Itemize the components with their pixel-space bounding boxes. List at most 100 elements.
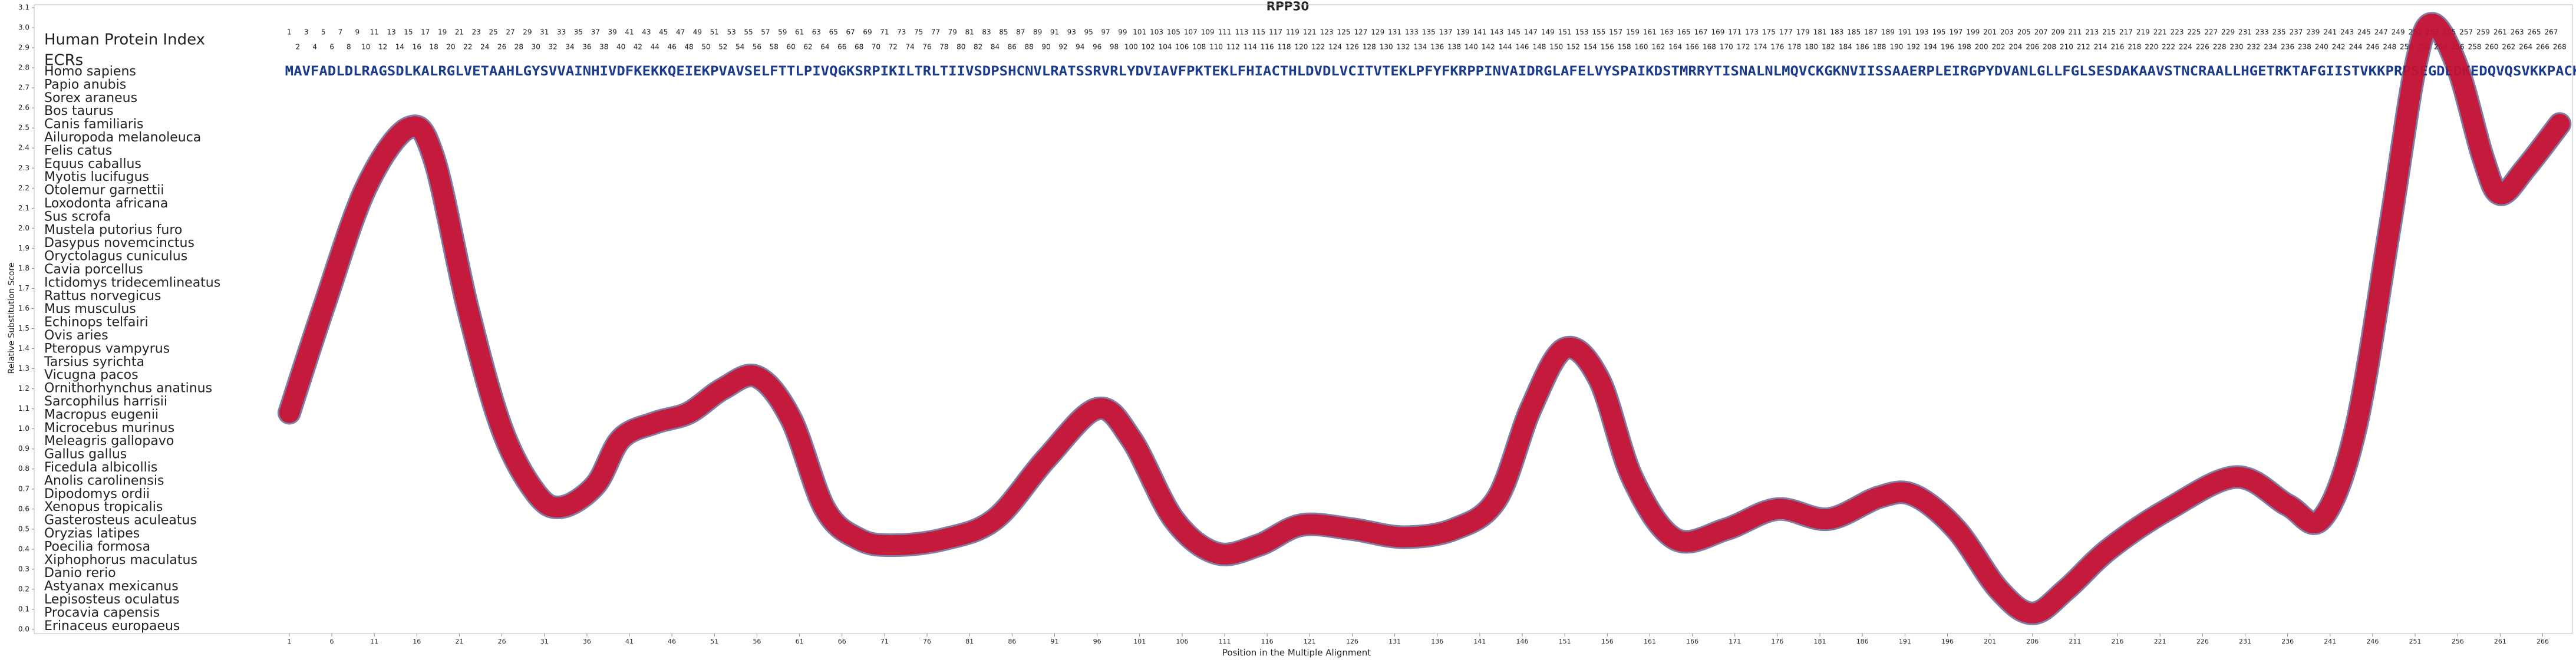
- position-index: 225: [2187, 28, 2201, 37]
- position-index: 87: [1016, 28, 1025, 37]
- x-tick-label: 236: [2281, 638, 2294, 645]
- x-tick-label: 101: [1133, 638, 1146, 645]
- position-index: 58: [770, 43, 779, 51]
- position-index: 266: [2536, 43, 2549, 51]
- row-header: Human Protein Index: [44, 31, 205, 49]
- position-index: 65: [829, 28, 838, 37]
- species-name: Bos taurus: [44, 104, 114, 118]
- position-index: 152: [1566, 43, 1580, 51]
- position-index: 148: [1532, 43, 1546, 51]
- position-index: 122: [1311, 43, 1325, 51]
- position-index: 238: [2298, 43, 2311, 51]
- position-index: 86: [1008, 43, 1017, 51]
- x-tick-label: 61: [796, 638, 804, 645]
- position-index: 230: [2230, 43, 2244, 51]
- position-index: 42: [634, 43, 642, 51]
- position-index: 109: [1201, 28, 1215, 37]
- position-index: 51: [710, 28, 719, 37]
- position-index: 145: [1507, 28, 1520, 37]
- position-index: 146: [1516, 43, 1529, 51]
- position-index: 160: [1635, 43, 1648, 51]
- position-index: 20: [446, 43, 455, 51]
- position-index: 181: [1813, 28, 1827, 37]
- x-tick-label: 21: [455, 638, 463, 645]
- position-index: 258: [2468, 43, 2482, 51]
- position-index: 113: [1235, 28, 1248, 37]
- position-index: 31: [540, 28, 549, 37]
- position-index: 82: [974, 43, 982, 51]
- position-index: 232: [2247, 43, 2260, 51]
- position-index: 206: [2026, 43, 2039, 51]
- position-index: 213: [2085, 28, 2099, 37]
- position-index: 179: [1796, 28, 1810, 37]
- species-name: Poecilia formosa: [44, 539, 150, 554]
- position-index: 1: [287, 28, 292, 37]
- position-index: 23: [472, 28, 481, 37]
- position-index: 161: [1643, 28, 1657, 37]
- position-index: 142: [1482, 43, 1495, 51]
- position-index: 188: [1873, 43, 1886, 51]
- position-index: 182: [1822, 43, 1835, 51]
- position-index: 239: [2306, 28, 2320, 37]
- position-index: 137: [1439, 28, 1453, 37]
- position-index: 102: [1142, 43, 1155, 51]
- x-tick-label: 91: [1050, 638, 1058, 645]
- position-index: 128: [1363, 43, 1376, 51]
- position-index: 47: [676, 28, 685, 37]
- position-index: 173: [1745, 28, 1759, 37]
- species-name: Dasypus novemcinctus: [44, 236, 194, 250]
- position-index: 261: [2493, 28, 2507, 37]
- position-index: 195: [1932, 28, 1946, 37]
- position-index: 30: [532, 43, 540, 51]
- position-index: 27: [506, 28, 514, 37]
- species-name: Gasterosteus aculeatus: [44, 513, 197, 528]
- y-tick-label: 0.3: [18, 565, 29, 573]
- position-index: 153: [1575, 28, 1589, 37]
- x-tick-label: 161: [1644, 638, 1656, 645]
- species-name: Echinops telfairi: [44, 315, 149, 330]
- species-name: Dipodomys ordii: [44, 487, 150, 502]
- position-index: 244: [2349, 43, 2363, 51]
- position-index: 209: [2051, 28, 2065, 37]
- position-index: 74: [906, 43, 915, 51]
- y-tick-label: 0.1: [18, 605, 29, 613]
- position-index: 264: [2519, 43, 2532, 51]
- position-index: 134: [1413, 43, 1427, 51]
- position-index: 78: [939, 43, 948, 51]
- position-index: 56: [753, 43, 761, 51]
- species-name: Oryctolagus cuniculus: [44, 249, 187, 264]
- position-index: 98: [1110, 43, 1119, 51]
- position-index: 46: [668, 43, 677, 51]
- position-index: 117: [1269, 28, 1282, 37]
- position-index: 40: [616, 43, 625, 51]
- position-index: 211: [2068, 28, 2082, 37]
- position-index: 224: [2179, 43, 2192, 51]
- position-index: 199: [1966, 28, 1980, 37]
- position-index: 154: [1584, 43, 1597, 51]
- x-tick-label: 231: [2239, 638, 2251, 645]
- x-tick-label: 106: [1176, 638, 1188, 645]
- x-tick-label: 266: [2537, 638, 2549, 645]
- x-tick-label: 121: [1304, 638, 1316, 645]
- position-index: 3: [304, 28, 309, 37]
- y-tick-label: 1.0: [18, 424, 29, 433]
- species-name: Gallus gallus: [44, 447, 127, 462]
- x-tick-label: 251: [2409, 638, 2422, 645]
- position-index: 132: [1397, 43, 1410, 51]
- position-index: 140: [1465, 43, 1478, 51]
- position-index: 68: [855, 43, 863, 51]
- position-index: 155: [1592, 28, 1605, 37]
- y-tick-label: 1.3: [18, 364, 29, 372]
- position-index: 75: [914, 28, 923, 37]
- position-index: 24: [480, 43, 489, 51]
- position-index: 97: [1101, 28, 1110, 37]
- position-index: 115: [1252, 28, 1265, 37]
- position-index: 44: [651, 43, 659, 51]
- line: [279, 14, 2570, 624]
- y-tick-label: 3.1: [18, 4, 29, 12]
- position-index: 220: [2145, 43, 2158, 51]
- position-index: 66: [837, 43, 846, 51]
- species-name: Meleagris gallopavo: [44, 434, 174, 448]
- y-tick-label: 0.8: [18, 464, 29, 473]
